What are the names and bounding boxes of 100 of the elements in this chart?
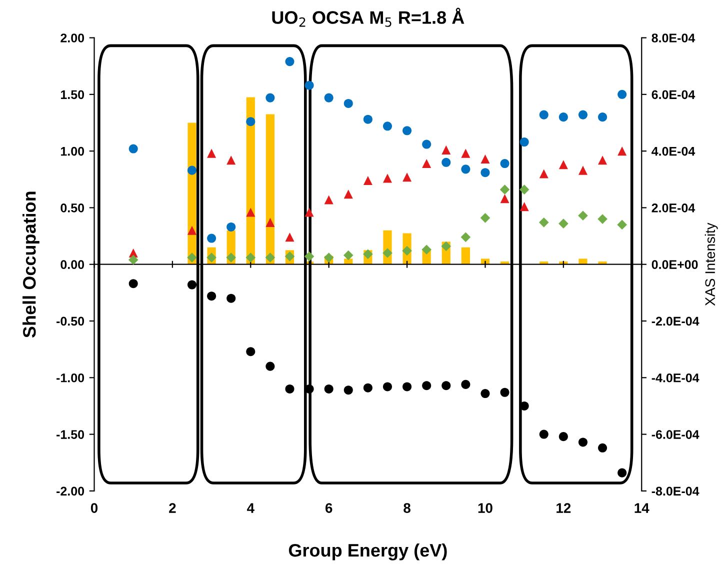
y-tick-label: -0.50	[56, 316, 84, 326]
point	[598, 443, 608, 452]
point	[618, 146, 627, 156]
point	[422, 159, 432, 168]
point	[402, 246, 412, 256]
y-tick-label: 0.00	[60, 260, 84, 270]
point	[324, 384, 334, 394]
y2-tick-label: 6.0E-04	[652, 90, 696, 100]
x-tick-label: 10	[478, 503, 492, 513]
point	[442, 145, 451, 154]
bar	[598, 262, 607, 264]
x-tick-label: 4	[246, 503, 254, 513]
point	[324, 252, 334, 262]
point	[539, 169, 548, 178]
point	[324, 93, 334, 102]
point	[207, 148, 216, 158]
point	[344, 98, 353, 108]
point	[558, 432, 568, 442]
point	[266, 93, 275, 102]
x-tick-label: 6	[325, 503, 332, 513]
point	[461, 380, 470, 389]
x-tick-label: 0	[90, 503, 98, 513]
point	[617, 220, 627, 230]
point	[578, 438, 588, 447]
y-tick-label: -1.00	[56, 373, 84, 382]
point	[578, 166, 588, 175]
point	[402, 172, 412, 182]
point	[128, 144, 138, 154]
point	[382, 382, 392, 392]
point	[461, 148, 470, 158]
point	[187, 280, 197, 290]
y-tick-label: -1.50	[56, 430, 84, 439]
point	[618, 90, 627, 99]
point	[578, 110, 588, 120]
point	[246, 347, 256, 356]
y-tick-label: 0.50	[60, 204, 84, 212]
point	[538, 218, 549, 228]
point	[363, 114, 372, 124]
y-axis-title: Shell Occupation	[22, 192, 40, 338]
point	[441, 241, 452, 252]
point	[285, 57, 294, 66]
point	[304, 80, 314, 90]
point	[265, 252, 276, 262]
x-tick-label: 14	[634, 503, 650, 513]
y2-tick-label: 8.0E-04	[652, 34, 696, 42]
bar	[461, 247, 470, 264]
point	[480, 168, 490, 178]
point	[226, 156, 236, 165]
point	[500, 388, 510, 397]
bar	[578, 258, 588, 264]
point	[246, 252, 256, 262]
point	[285, 384, 294, 394]
point	[480, 388, 490, 398]
point	[266, 218, 275, 227]
y2-tick-label: -4.0E-04	[652, 373, 700, 382]
point	[480, 154, 490, 164]
y2-tick-label: -8.0E-04	[652, 486, 700, 496]
y-tick-label: 2.00	[60, 34, 84, 42]
point	[500, 184, 510, 194]
x-tick-label: 8	[404, 503, 410, 513]
point	[480, 212, 490, 223]
point	[382, 174, 392, 183]
point	[402, 126, 412, 136]
y2-tick-label: -6.0E-04	[652, 430, 700, 439]
bar	[266, 114, 274, 264]
point	[324, 195, 334, 204]
y2-axis-title: XAS Intensity	[704, 222, 718, 306]
y2-tick-label: -2.0E-04	[652, 316, 700, 326]
point	[128, 279, 138, 288]
y-tick-label: -2.00	[56, 486, 84, 496]
point	[500, 194, 510, 204]
point	[618, 468, 627, 478]
x-axis-title: Group Energy (eV)	[288, 543, 447, 560]
point	[226, 222, 236, 232]
point	[284, 252, 295, 262]
x-tick-label: 12	[556, 503, 571, 513]
x-tick-label: 2	[169, 503, 176, 513]
point	[422, 381, 432, 390]
point	[285, 232, 294, 242]
point	[207, 234, 216, 243]
y-tick-label: 1.50	[60, 90, 84, 100]
chart-title: UO$_{2}$ OCSA M$_{5}$ R=1.8 Å	[272, 8, 464, 27]
point	[128, 254, 138, 265]
point	[187, 226, 197, 235]
point	[363, 249, 373, 260]
point	[402, 382, 412, 392]
y2-tick-label: 0.0E+00	[652, 260, 698, 270]
point	[539, 430, 548, 439]
point	[187, 166, 197, 175]
point	[442, 158, 451, 167]
point	[304, 252, 314, 262]
point	[598, 214, 608, 224]
point	[246, 117, 256, 126]
point	[344, 386, 353, 395]
point	[226, 294, 236, 303]
point	[520, 137, 529, 147]
point	[187, 252, 197, 262]
point	[558, 218, 568, 228]
point	[460, 232, 471, 242]
point	[363, 383, 372, 392]
